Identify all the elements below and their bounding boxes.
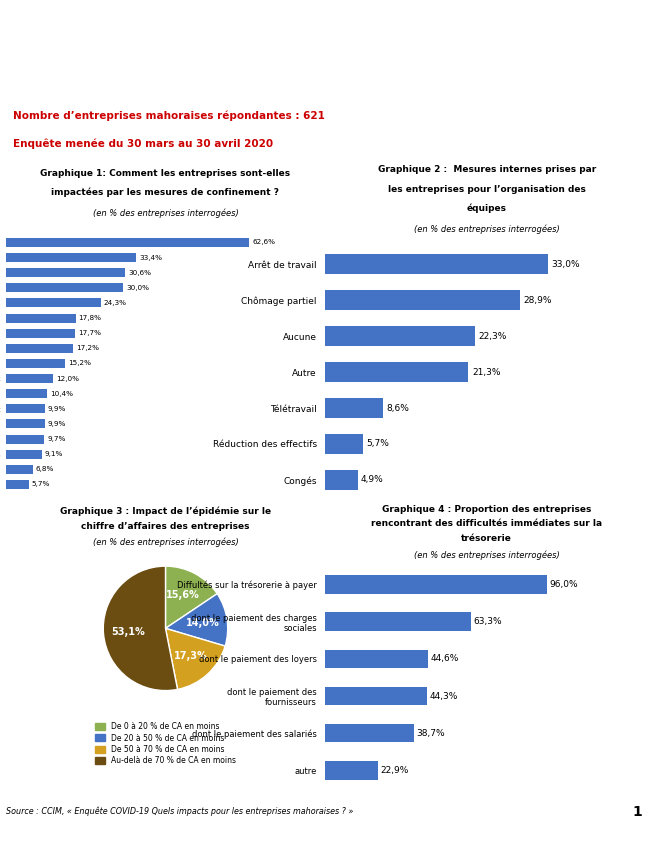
- Text: 9,1%: 9,1%: [45, 451, 63, 457]
- Text: 21,3%: 21,3%: [472, 367, 500, 377]
- Text: 44,3%: 44,3%: [430, 692, 458, 700]
- Bar: [6, 358, 66, 368]
- Bar: [324, 290, 520, 310]
- Text: 6,8%: 6,8%: [36, 466, 55, 472]
- Bar: [324, 326, 475, 346]
- Wedge shape: [165, 594, 228, 646]
- Bar: [6, 253, 136, 262]
- Bar: [324, 470, 358, 490]
- Text: 28,9%: 28,9%: [523, 296, 552, 305]
- Text: (en % des entreprises interrogées): (en % des entreprises interrogées): [93, 537, 238, 547]
- Bar: [6, 464, 33, 474]
- Text: Quels sont les impacts des mesures de confinement pour: Quels sont les impacts des mesures de co…: [56, 45, 593, 62]
- Bar: [324, 724, 414, 742]
- Bar: [6, 313, 75, 323]
- Text: 53,1%: 53,1%: [112, 627, 145, 637]
- Bar: [324, 575, 547, 594]
- Bar: [6, 450, 42, 459]
- Text: Enquête menée du 30 mars au 30 avril 2020: Enquête menée du 30 mars au 30 avril 202…: [13, 139, 273, 149]
- Bar: [324, 687, 427, 706]
- Text: 17,8%: 17,8%: [79, 315, 102, 321]
- Text: 62,6%: 62,6%: [252, 240, 275, 246]
- Text: 33,0%: 33,0%: [551, 260, 580, 269]
- Text: Graphique 1: Comment les entreprises sont-elles: Graphique 1: Comment les entreprises son…: [40, 169, 291, 178]
- Bar: [6, 435, 44, 444]
- Bar: [6, 374, 53, 383]
- Bar: [6, 283, 123, 293]
- Text: 5,7%: 5,7%: [367, 439, 389, 449]
- Bar: [6, 404, 45, 413]
- Text: Graphique 3 : Impact de l’épidémie sur le: Graphique 3 : Impact de l’épidémie sur l…: [60, 507, 271, 516]
- Text: 9,9%: 9,9%: [48, 421, 66, 427]
- Bar: [324, 649, 428, 668]
- Text: 12,0%: 12,0%: [56, 376, 79, 382]
- Bar: [324, 434, 363, 454]
- Text: 15,6%: 15,6%: [166, 590, 200, 601]
- Text: 9,9%: 9,9%: [48, 406, 66, 411]
- Text: les entreprises pour l’organisation des: les entreprises pour l’organisation des: [388, 185, 585, 194]
- Text: 17,3%: 17,3%: [174, 651, 208, 661]
- Text: 10,4%: 10,4%: [50, 391, 73, 397]
- Legend: De 0 à 20 % de CA en moins, De 20 à 50 % de CA en moins, De 50 à 70 % de CA en m: De 0 à 20 % de CA en moins, De 20 à 50 %…: [95, 722, 236, 765]
- Bar: [324, 362, 469, 382]
- Bar: [6, 419, 45, 429]
- Wedge shape: [165, 566, 217, 628]
- Wedge shape: [103, 566, 178, 691]
- Text: 30,6%: 30,6%: [129, 270, 151, 276]
- Bar: [324, 254, 548, 274]
- Text: les entreprises mahoraises ?: les entreprises mahoraises ?: [190, 78, 459, 95]
- Text: rencontrant des difficultés immédiates sur la: rencontrant des difficultés immédiates s…: [371, 519, 602, 529]
- Bar: [6, 389, 47, 398]
- Text: 5,7%: 5,7%: [32, 482, 50, 488]
- Text: impactées par les mesures de confinement ?: impactées par les mesures de confinement…: [51, 187, 280, 197]
- Bar: [6, 344, 73, 353]
- Text: 24,3%: 24,3%: [104, 300, 127, 306]
- Text: chiffre d’affaires des entreprises: chiffre d’affaires des entreprises: [81, 522, 250, 530]
- Text: 96,0%: 96,0%: [549, 580, 578, 589]
- Text: Résultats de l’Enquête COVID-19 :: Résultats de l’Enquête COVID-19 :: [197, 16, 452, 29]
- Text: 17,7%: 17,7%: [79, 330, 101, 336]
- Text: Source : CCIM, « Enquête COVID-19 Quels impacts pour les entreprises mahoraises : Source : CCIM, « Enquête COVID-19 Quels …: [6, 807, 354, 816]
- Text: 63,3%: 63,3%: [474, 617, 502, 626]
- Text: 1: 1: [633, 805, 643, 819]
- Bar: [6, 238, 249, 247]
- Text: (en % des entreprises interrogées): (en % des entreprises interrogées): [414, 550, 559, 560]
- Text: 4,9%: 4,9%: [361, 476, 384, 484]
- Text: 15,2%: 15,2%: [69, 360, 92, 366]
- Bar: [6, 480, 29, 489]
- Text: Nombre d’entreprises mahoraises répondantes : 621: Nombre d’entreprises mahoraises répondan…: [13, 110, 324, 121]
- Text: 14,0%: 14,0%: [186, 618, 219, 628]
- Bar: [6, 329, 75, 338]
- Text: (en % des entreprises interrogées): (en % des entreprises interrogées): [93, 208, 238, 218]
- Wedge shape: [165, 628, 225, 689]
- Text: (en % des entreprises interrogées): (en % des entreprises interrogées): [414, 224, 559, 233]
- Bar: [324, 398, 383, 418]
- Text: 38,7%: 38,7%: [417, 729, 445, 738]
- Text: Graphique 4 : Proportion des entreprises: Graphique 4 : Proportion des entreprises: [382, 504, 591, 514]
- Text: 30,0%: 30,0%: [126, 285, 149, 291]
- Bar: [6, 268, 125, 277]
- Bar: [324, 613, 471, 631]
- Bar: [6, 299, 101, 307]
- Text: équipes: équipes: [467, 203, 507, 213]
- Text: 22,9%: 22,9%: [380, 766, 408, 775]
- Text: 17,2%: 17,2%: [77, 345, 99, 352]
- Text: 44,6%: 44,6%: [430, 654, 459, 663]
- Bar: [324, 761, 378, 779]
- Text: Graphique 2 :  Mesures internes prises par: Graphique 2 : Mesures internes prises pa…: [378, 165, 596, 174]
- Text: 9,7%: 9,7%: [47, 436, 66, 442]
- Text: 22,3%: 22,3%: [479, 332, 507, 340]
- Text: trésorerie: trésorerie: [461, 534, 512, 542]
- Text: 33,4%: 33,4%: [139, 254, 162, 260]
- Text: 8,6%: 8,6%: [386, 404, 409, 412]
